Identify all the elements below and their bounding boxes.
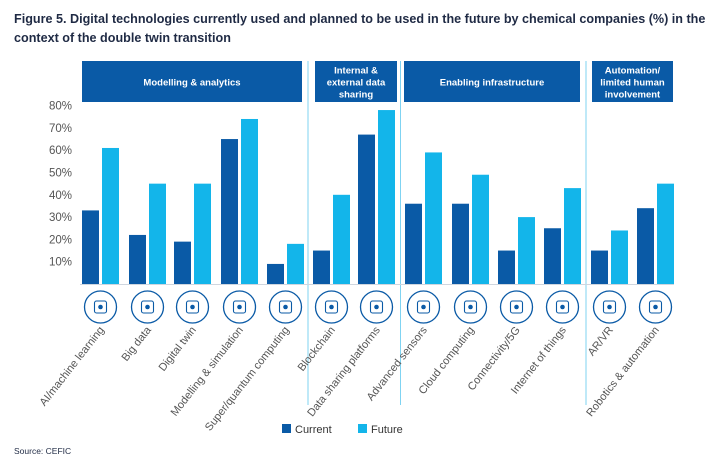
brain-circuit-icon-dot (98, 304, 103, 310)
bar-future (287, 243, 304, 284)
cube-twin-icon-glyph (185, 300, 200, 314)
source-note: Source: CEFIC (14, 446, 72, 456)
y-tick-label: 70% (49, 123, 72, 135)
monitor-simulation-icon-dot (237, 304, 242, 310)
y-tick-label: 10% (49, 257, 72, 269)
legend-label-future: Future (371, 424, 403, 436)
bar-future (472, 174, 489, 284)
category-label: AR/VR (586, 324, 616, 358)
bar-current (591, 250, 608, 284)
bar-future (241, 118, 258, 284)
group-header (82, 61, 302, 102)
bar-future (518, 217, 535, 284)
bar-current (498, 250, 515, 284)
chip-icon-dot (283, 304, 288, 310)
figure-title: Figure 5. Digital technologies currently… (14, 12, 706, 45)
sensor-chip-icon-glyph (416, 300, 431, 314)
bar-future (425, 152, 442, 284)
bar-future (611, 230, 628, 284)
blockchain-network-icon-glyph (324, 300, 339, 314)
shared-screens-icon-glyph (369, 300, 384, 314)
bar-current (174, 241, 191, 284)
blockchain-network-icon-dot (329, 304, 334, 310)
y-tick-label: 80% (49, 101, 72, 113)
cube-twin-icon-dot (190, 304, 195, 310)
bar-current (221, 139, 238, 284)
group-header (404, 61, 580, 102)
bar-future (378, 110, 395, 284)
brain-circuit-icon-glyph (93, 300, 108, 314)
shared-screens-icon-dot (374, 304, 379, 310)
vr-headset-icon-dot (607, 304, 612, 310)
robot-gear-icon-glyph (648, 300, 663, 314)
legend-swatch-current (282, 424, 291, 433)
group-header-label: sharing (339, 90, 374, 101)
data-grid-icon-glyph (140, 300, 155, 314)
y-tick-label: 50% (49, 168, 72, 180)
group-header-label: limited human (600, 78, 665, 89)
category-label: Digital twin (157, 324, 199, 373)
bar-future (102, 147, 119, 284)
y-tick-label: 20% (49, 234, 72, 246)
monitor-simulation-icon-glyph (232, 300, 247, 314)
sensor-chip-icon-dot (421, 304, 426, 310)
bar-current (82, 210, 99, 284)
y-tick-label: 30% (49, 212, 72, 224)
category-label: Super/quantum computing (203, 324, 292, 433)
robot-gear-icon-dot (653, 304, 658, 310)
bar-current (405, 203, 422, 284)
group-header-label: Internal & (334, 66, 378, 77)
group-header-label: external data (327, 78, 386, 89)
vr-headset-icon-glyph (602, 300, 617, 314)
bar-future (149, 183, 166, 284)
5g-signal-icon-dot (514, 304, 519, 310)
group-header-label: Enabling infrastructure (440, 78, 545, 89)
iot-devices-icon-glyph (555, 300, 570, 314)
bar-future (657, 183, 674, 284)
bar-current (129, 234, 146, 284)
legend-label-current: Current (295, 424, 332, 436)
data-grid-icon-dot (145, 304, 150, 310)
group-header (592, 61, 673, 102)
y-tick-label: 60% (49, 145, 72, 157)
bar-current (313, 250, 330, 284)
chip-icon-glyph (278, 300, 293, 314)
group-header-label: involvement (605, 90, 661, 101)
group-header (315, 61, 397, 102)
bar-current (452, 203, 469, 284)
group-header-label: Modelling & analytics (143, 78, 240, 89)
iot-devices-icon-dot (560, 304, 565, 310)
group-header-label: Automation/ (605, 66, 661, 77)
bar-future (564, 188, 581, 284)
bar-current (358, 134, 375, 284)
bar-future (333, 194, 350, 284)
category-label: Big data (120, 324, 155, 364)
cloud-network-icon-glyph (463, 300, 478, 314)
legend-swatch-future (358, 424, 367, 433)
cloud-network-icon-dot (468, 304, 473, 310)
category-label: AI/machine learning (38, 324, 107, 408)
bar-current (637, 208, 654, 284)
category-label: Blockchain (296, 324, 338, 373)
bar-current (544, 228, 561, 284)
5g-signal-icon-glyph (509, 300, 524, 314)
bar-future (194, 183, 211, 284)
bar-current (267, 263, 284, 284)
y-tick-label: 40% (49, 190, 72, 202)
